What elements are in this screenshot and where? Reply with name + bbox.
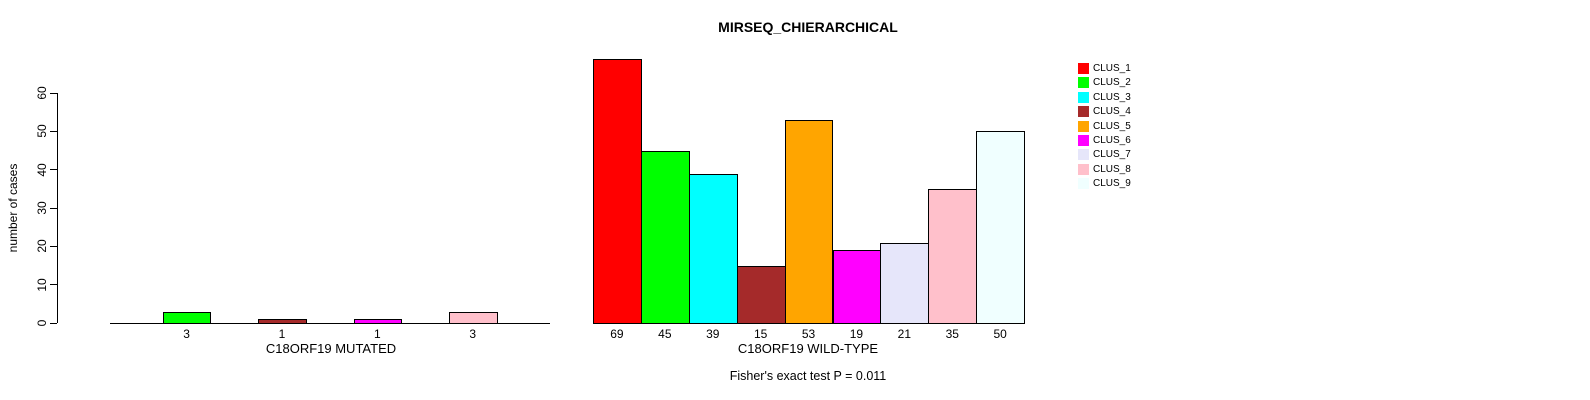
y-axis-line [57,93,58,323]
bar-value-label: 69 [610,327,624,341]
y-axis-tick [50,130,57,132]
bar-value-label: 21 [897,327,912,341]
legend-label: CLUS_3 [1093,91,1131,103]
bar-CLUS_4 [258,319,307,324]
y-tick-label: 0 [35,319,49,327]
legend-item: CLUS_4 [1078,106,1131,118]
bar-CLUS_8 [448,311,498,324]
legend-swatch [1078,149,1089,161]
legend-swatch [1078,63,1089,74]
y-axis-tick [50,245,57,247]
y-tick-label: 40 [35,162,49,177]
bar-CLUS_5 [784,119,834,324]
y-tick-label: 60 [35,86,49,100]
legend-item: CLUS_3 [1078,91,1131,103]
legend-swatch [1078,120,1089,132]
bar-CLUS_2 [640,150,690,324]
bar-value-label: 3 [469,327,477,341]
legend-item: CLUS_1 [1078,63,1131,74]
x-axis-title-wildtype: C18ORF19 WILD-TYPE [737,341,879,356]
bar-value-label: 3 [183,327,190,341]
bar-value-label: 45 [658,327,672,341]
y-axis-label: number of cases [6,163,20,253]
legend-item: CLUS_2 [1078,77,1131,89]
y-tick-label: 10 [35,277,49,292]
y-axis-tick [50,322,57,324]
bar-value-label: 53 [801,327,816,341]
legend-swatch [1078,91,1089,103]
bar-CLUS_2 [162,311,212,324]
y-axis-tick [50,284,57,286]
x-axis-line [110,323,550,324]
fisher-test-annotation: Fisher's exact test P = 0.011 [729,369,887,383]
y-axis-tick [50,92,57,94]
y-tick-label: 20 [35,239,49,254]
legend-swatch [1078,106,1089,118]
bar-CLUS_1 [593,58,642,324]
legend-swatch [1078,135,1089,146]
bar-value-label: 39 [706,327,720,341]
legend-item: CLUS_7 [1078,149,1131,161]
bar-CLUS_8 [928,188,978,324]
y-tick-label: 30 [35,201,49,215]
bar-CLUS_6 [832,250,882,324]
legend-item: CLUS_8 [1078,163,1131,175]
bar-CLUS_7 [880,242,930,324]
bar-value-label: 15 [753,327,768,341]
bar-value-label: 1 [278,327,286,341]
legend-item: CLUS_9 [1078,178,1131,190]
chart-title: MIRSEQ_CHIERARCHICAL [718,19,898,35]
bar-CLUS_3 [688,173,738,324]
bar-CLUS_9 [976,131,1026,324]
legend-swatch [1078,163,1089,175]
bar-CLUS_6 [353,319,403,324]
y-axis-tick [50,169,57,171]
legend-item: CLUS_5 [1078,120,1131,132]
bar-CLUS_4 [736,265,786,324]
legend-label: CLUS_4 [1093,106,1131,118]
legend-label: CLUS_1 [1093,63,1131,74]
y-axis-tick [50,207,57,209]
legend-label: CLUS_5 [1093,120,1131,132]
y-tick-label: 50 [35,124,49,139]
legend-label: CLUS_2 [1093,77,1131,89]
legend-label: CLUS_9 [1093,178,1131,190]
legend-swatch [1078,77,1089,89]
legend-label: CLUS_7 [1093,149,1131,161]
legend-item: CLUS_6 [1078,135,1131,146]
bar-value-label: 50 [993,327,1007,341]
bar-value-label: 19 [849,327,864,341]
legend-label: CLUS_8 [1093,163,1131,175]
bar-value-label: 1 [374,327,381,341]
x-axis-title-mutated: C18ORF19 MUTATED [265,341,397,356]
bar-value-label: 35 [945,327,959,341]
legend-label: CLUS_6 [1093,135,1131,146]
legend-swatch [1078,178,1089,190]
